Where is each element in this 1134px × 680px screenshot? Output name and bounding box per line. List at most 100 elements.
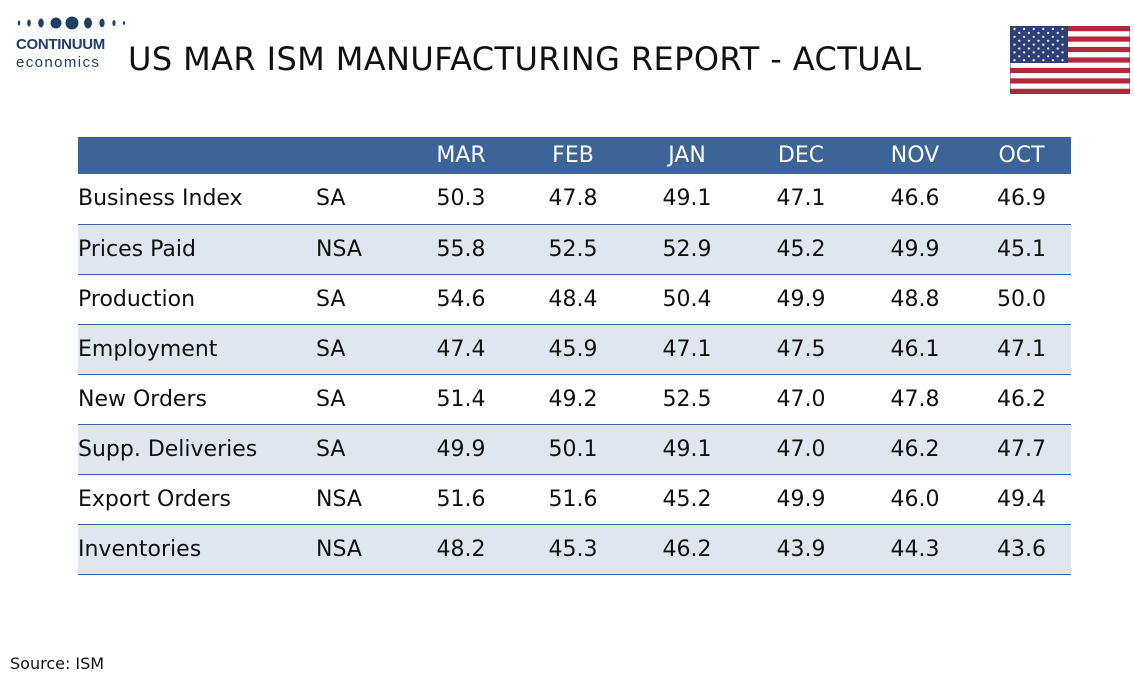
table-cell-value: 49.9 [890,236,940,262]
flag-star [1023,59,1026,62]
table-cell-value: 45.2 [776,236,826,262]
column-header-month: FEB [552,143,594,168]
flag-star [1042,27,1045,31]
table-row: Inventories NSA 48.2 45.3 46.2 43.9 44.3 43.6 [78,524,1071,574]
logo-text-primary: CONTINUUM [16,36,105,53]
table-row: Employment SA 47.4 45.9 47.1 47.5 46.1 47.1 [78,324,1071,374]
table-row: New Orders SA 51.4 49.2 52.5 47.0 47.8 46.2 [78,374,1071,424]
flag-stripe [1010,36,1130,42]
flag-star [1032,51,1035,54]
flag-star [1061,51,1064,54]
table-cell-value: 48.8 [890,286,940,312]
flag-star [1061,27,1064,31]
table-cell-value: 48.4 [548,286,598,312]
seasonal-adjustment: NSA [316,486,362,512]
table-cell-value: 55.8 [436,236,486,262]
table-cell-value: 46.2 [662,536,712,562]
flag-stripe [1010,26,1130,32]
flag-star [1032,27,1035,31]
flag-star [1023,51,1026,54]
table-cell-value: 50.3 [436,186,486,212]
flag-star [1042,59,1045,62]
flag-star [1061,43,1064,46]
table-cell-value: 51.4 [436,386,486,412]
flag-star [1037,31,1040,34]
table-row: Export Orders NSA 51.6 51.6 45.2 49.9 46.0 49.4 [78,474,1071,524]
seasonal-adjustment: SA [316,386,346,412]
table-cell-value: 45.9 [548,336,598,362]
seasonal-adjustment: SA [316,186,346,212]
seasonal-adjustment: SA [316,336,346,362]
table-row: Prices Paid NSA 55.8 52.5 52.9 45.2 49.9 45.1 [78,224,1071,274]
table-cell-value: 45.1 [997,236,1046,262]
column-header-month: DEC [777,143,825,168]
flag-star [1027,39,1030,42]
company-logo: CONTINUUM economics [14,14,132,76]
flag-star [1056,47,1059,50]
table-cell-value: 44.3 [890,536,940,562]
flag-star [1037,47,1040,50]
flag-star [1047,55,1050,58]
flag-star [1042,43,1045,46]
flag-star [1032,35,1035,38]
table-cell-value: 49.9 [776,486,826,512]
row-label: Inventories [78,536,202,562]
column-header-month: MAR [436,143,486,168]
seasonal-adjustment: SA [316,286,346,312]
table-cell-value: 43.6 [997,536,1046,562]
flag-star [1037,55,1040,58]
flag-star [1013,59,1016,62]
flag-star [1013,51,1016,54]
table-cell-value: 47.1 [997,336,1046,362]
flag-star [1018,39,1021,42]
flag-stripe [1010,67,1130,74]
flag-star [1042,51,1045,54]
seasonal-adjustment: NSA [316,536,362,562]
flag-star [1018,31,1021,34]
table-cell-value: 47.1 [776,186,826,212]
flag-star [1061,59,1064,62]
flag-star [1051,27,1054,31]
flag-star [1023,35,1026,38]
flag-star [1047,47,1050,50]
flag-star [1027,47,1030,50]
column-header-month: OCT [998,143,1045,168]
table-cell-value: 47.0 [776,436,826,462]
flag-star [1061,35,1064,38]
ism-data-table: MAR FEB JAN DEC NOV OCT Business Index SA 50.3 4… [78,137,1071,575]
row-label: Supp. Deliveries [78,436,258,462]
table-cell-value: 46.2 [890,436,940,462]
flag-star [1056,39,1059,42]
table-cell-value: 45.2 [662,486,712,512]
flag-stripe [1010,46,1130,53]
table-cell-value: 46.6 [890,186,940,212]
table-cell-value: 50.4 [662,286,712,312]
flag-star [1032,43,1035,46]
flag-star [1027,55,1030,58]
column-header-month: NOV [890,143,940,168]
table-cell-value: 47.5 [776,336,826,362]
flag-star [1013,27,1016,31]
flag-star [1047,31,1050,34]
table-cell-value: 49.4 [997,486,1046,512]
logo-text-secondary: economics [16,54,101,71]
row-label: Production [78,286,196,312]
source-note: Source: ISM [10,654,105,673]
table-cell-value: 52.5 [548,236,598,262]
table-cell-value: 47.8 [890,386,940,412]
table-row: Production SA 54.6 48.4 50.4 49.9 48.8 50.0 [78,274,1071,324]
table-cell-value: 49.1 [662,436,712,462]
table-header-row: MAR FEB JAN DEC NOV OCT [78,137,1071,174]
flag-star [1042,35,1045,38]
flag-star [1051,35,1054,38]
seasonal-adjustment: NSA [316,236,362,262]
column-header-month: JAN [668,143,706,168]
table-cell-value: 47.0 [776,386,826,412]
table-cell-value: 46.2 [997,386,1046,412]
table-cell-value: 49.1 [662,186,712,212]
flag-stripe [1010,57,1130,63]
table-cell-value: 48.2 [436,536,486,562]
table-cell-value: 49.2 [548,386,598,412]
table-cell-value: 52.9 [662,236,712,262]
table-cell-value: 54.6 [436,286,486,312]
